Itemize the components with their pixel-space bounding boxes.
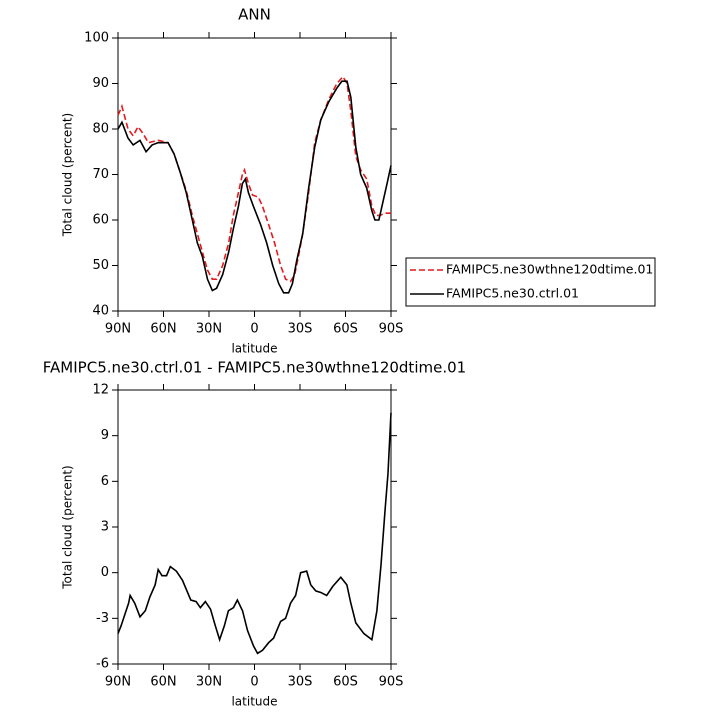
- y-tick-label: -6: [96, 657, 109, 672]
- chart-title: ANN: [238, 6, 271, 24]
- data-line: [117, 412, 392, 655]
- x-axis-label: latitude: [231, 342, 277, 356]
- data-line: [117, 75, 391, 283]
- y-axis-label: Total cloud (percent): [61, 113, 75, 237]
- x-tick-label: 0: [250, 322, 258, 337]
- y-tick-label: 70: [92, 167, 109, 182]
- y-tick-label: 0: [101, 565, 109, 580]
- x-tick-label: 60N: [150, 675, 176, 690]
- y-tick-label: 90: [92, 76, 109, 91]
- y-tick-label: 100: [84, 31, 109, 46]
- y-tick-label: 50: [92, 258, 109, 273]
- legend: FAMIPC5.ne30wthne120dtime.01 FAMIPC5.ne30…: [405, 257, 656, 307]
- x-tick-label: 30S: [288, 322, 313, 337]
- y-tick-label: -3: [96, 611, 109, 626]
- y-tick-label: 80: [92, 122, 109, 137]
- x-tick-label: 0: [250, 675, 258, 690]
- y-tick-label: 9: [101, 428, 109, 443]
- plot-frame: [117, 389, 392, 665]
- x-tick-label: 30S: [288, 675, 313, 690]
- y-tick-label: 3: [101, 520, 109, 535]
- legend-label: FAMIPC5.ne30wthne120dtime.01: [446, 262, 653, 277]
- y-axis-label: Total cloud (percent): [61, 465, 75, 589]
- y-tick-label: 60: [92, 213, 109, 228]
- y-tick-label: 12: [92, 383, 109, 398]
- x-tick-label: 90N: [105, 675, 131, 690]
- data-line: [117, 80, 392, 294]
- x-tick-label: 60N: [150, 322, 176, 337]
- chart-title: FAMIPC5.ne30.ctrl.01 - FAMIPC5.ne30wthne…: [43, 359, 466, 377]
- plot-frame: [117, 37, 392, 312]
- y-tick-label: 6: [101, 474, 109, 489]
- y-tick-label: 40: [92, 304, 109, 319]
- x-tick-label: 30N: [196, 675, 222, 690]
- x-axis-label: latitude: [231, 695, 277, 709]
- legend-box: [405, 257, 656, 307]
- legend-label: FAMIPC5.ne30.ctrl.01: [446, 286, 579, 301]
- x-tick-label: 60S: [333, 322, 358, 337]
- x-tick-label: 60S: [333, 675, 358, 690]
- x-tick-label: 30N: [196, 322, 222, 337]
- x-tick-label: 90S: [379, 322, 404, 337]
- x-tick-label: 90N: [105, 322, 131, 337]
- x-tick-label: 90S: [379, 675, 404, 690]
